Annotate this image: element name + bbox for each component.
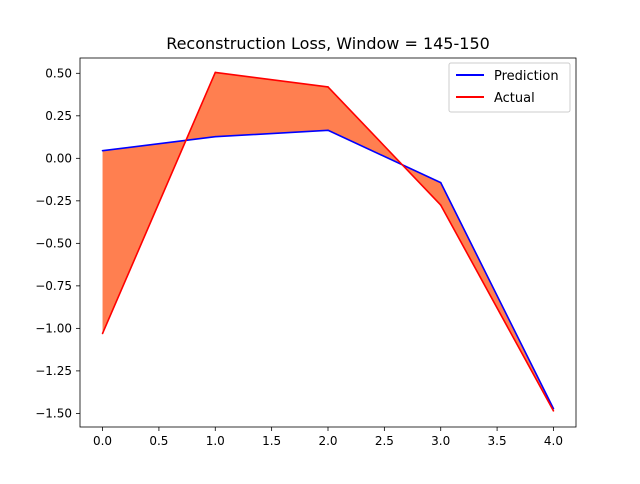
x-tick-label: 3.5 bbox=[488, 434, 507, 448]
data-point-prediction bbox=[327, 129, 329, 132]
y-tick-label: −0.25 bbox=[35, 194, 72, 208]
legend-prediction-label: Prediction bbox=[494, 69, 559, 84]
x-tick-label: 0.5 bbox=[149, 434, 168, 448]
x-tick-label: 1.0 bbox=[206, 434, 225, 448]
y-tick-label: −1.25 bbox=[35, 364, 72, 378]
x-tick-label: 1.5 bbox=[262, 434, 281, 448]
y-tick-label: 0.25 bbox=[45, 109, 72, 123]
data-point-actual bbox=[327, 86, 329, 88]
x-tick-label: 2.5 bbox=[375, 434, 394, 448]
x-tick-label: 4.0 bbox=[544, 434, 563, 448]
data-point-prediction bbox=[439, 181, 442, 184]
data-point-prediction bbox=[101, 149, 104, 152]
legend-actual-label: Actual bbox=[494, 91, 535, 106]
y-tick-label: −0.75 bbox=[35, 279, 72, 293]
y-tick-label: 0.00 bbox=[45, 151, 72, 165]
data-point-prediction bbox=[214, 135, 217, 138]
fill-between-area bbox=[102, 72, 554, 411]
x-tick-label: 0.0 bbox=[93, 434, 112, 448]
x-tick-label: 2.0 bbox=[318, 434, 337, 448]
y-tick-label: −0.50 bbox=[35, 236, 72, 250]
y-tick-label: −1.00 bbox=[35, 321, 72, 335]
data-point-actual bbox=[552, 410, 555, 412]
y-tick-label: −1.50 bbox=[35, 406, 72, 420]
data-point-actual bbox=[214, 71, 217, 74]
y-tick-label: 0.50 bbox=[45, 66, 72, 80]
chart-title: Reconstruction Loss, Window = 145-150 bbox=[166, 34, 490, 53]
x-tick-label: 3.0 bbox=[431, 434, 450, 448]
legend: Prediction Actual bbox=[448, 62, 571, 113]
data-point-actual bbox=[439, 204, 442, 206]
data-point-actual bbox=[101, 332, 104, 335]
